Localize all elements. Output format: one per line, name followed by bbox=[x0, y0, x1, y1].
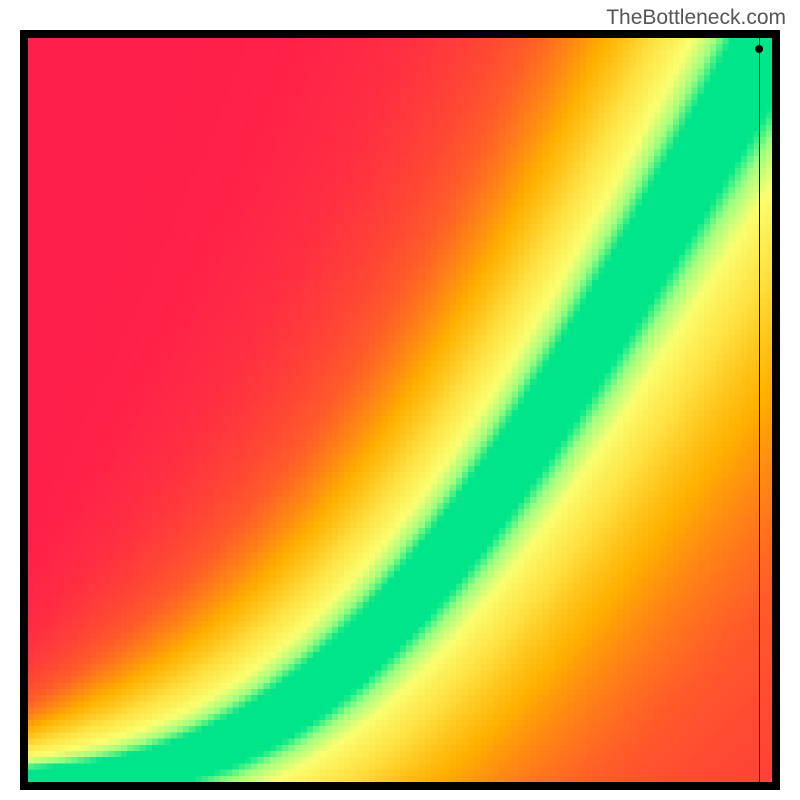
heatmap-canvas bbox=[28, 38, 772, 782]
marker-dot bbox=[755, 45, 763, 53]
chart-container: TheBottleneck.com bbox=[0, 0, 800, 800]
plot-frame bbox=[20, 30, 780, 790]
marker-vertical-line bbox=[759, 38, 760, 782]
plot-inner bbox=[28, 38, 772, 782]
watermark-text: TheBottleneck.com bbox=[606, 6, 786, 30]
